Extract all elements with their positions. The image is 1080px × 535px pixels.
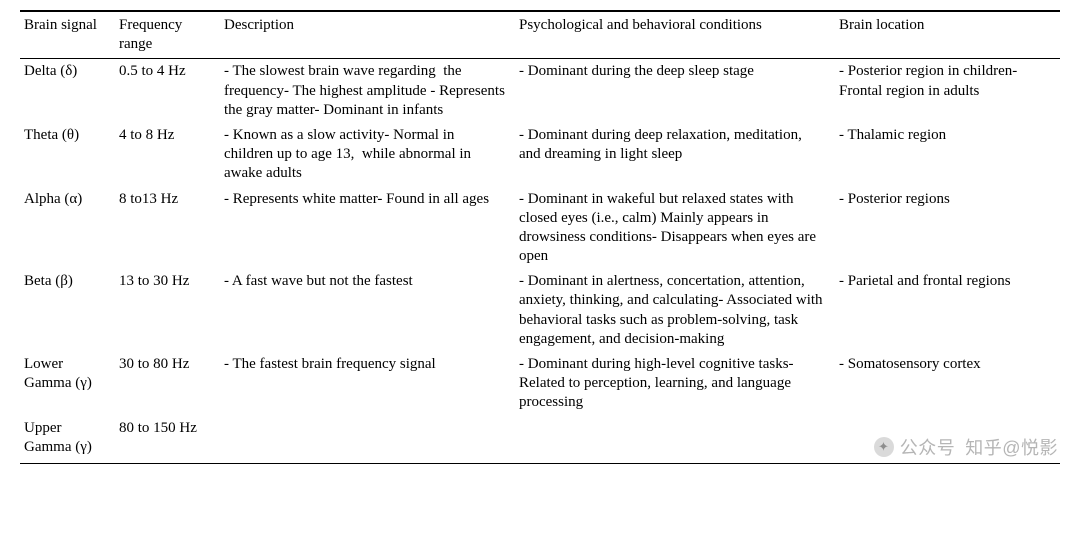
cell-loc: - Parietal and frontal regions bbox=[835, 269, 1060, 352]
cell-freq: 4 to 8 Hz bbox=[115, 123, 220, 187]
cell-desc: - Represents white matter- Found in all … bbox=[220, 187, 515, 270]
col-header-freq: Frequency range bbox=[115, 11, 220, 59]
table-row: Upper Gamma (γ) 80 to 150 Hz bbox=[20, 416, 1060, 464]
cell-desc: - The fastest brain frequency signal bbox=[220, 352, 515, 416]
cell-freq: 13 to 30 Hz bbox=[115, 269, 220, 352]
cell-psych bbox=[515, 416, 835, 464]
table-header-row: Brain signal Frequency range Description… bbox=[20, 11, 1060, 59]
col-header-signal: Brain signal bbox=[20, 11, 115, 59]
cell-freq: 0.5 to 4 Hz bbox=[115, 59, 220, 123]
table-row: Theta (θ) 4 to 8 Hz - Known as a slow ac… bbox=[20, 123, 1060, 187]
cell-freq: 30 to 80 Hz bbox=[115, 352, 220, 416]
cell-desc bbox=[220, 416, 515, 464]
col-header-loc: Brain location bbox=[835, 11, 1060, 59]
cell-loc bbox=[835, 416, 1060, 464]
cell-psych: - Dominant during high-level cognitive t… bbox=[515, 352, 835, 416]
table-container: Brain signal Frequency range Description… bbox=[0, 0, 1080, 474]
brain-signals-table: Brain signal Frequency range Description… bbox=[20, 10, 1060, 464]
cell-psych: - Dominant during deep relaxation, medit… bbox=[515, 123, 835, 187]
table-row: Lower Gamma (γ) 30 to 80 Hz - The fastes… bbox=[20, 352, 1060, 416]
table-body: Delta (δ) 0.5 to 4 Hz - The slowest brai… bbox=[20, 59, 1060, 464]
col-header-psych: Psychological and behavioral conditions bbox=[515, 11, 835, 59]
cell-loc: - Thalamic region bbox=[835, 123, 1060, 187]
cell-freq: 80 to 150 Hz bbox=[115, 416, 220, 464]
table-row: Beta (β) 13 to 30 Hz - A fast wave but n… bbox=[20, 269, 1060, 352]
cell-signal: Beta (β) bbox=[20, 269, 115, 352]
cell-signal: Alpha (α) bbox=[20, 187, 115, 270]
cell-signal: Delta (δ) bbox=[20, 59, 115, 123]
cell-desc: - The slowest brain wave regarding the f… bbox=[220, 59, 515, 123]
cell-desc: - A fast wave but not the fastest bbox=[220, 269, 515, 352]
cell-signal: Upper Gamma (γ) bbox=[20, 416, 115, 464]
cell-freq: 8 to13 Hz bbox=[115, 187, 220, 270]
col-header-desc: Description bbox=[220, 11, 515, 59]
cell-loc: - Posterior regions bbox=[835, 187, 1060, 270]
cell-psych: - Dominant during the deep sleep stage bbox=[515, 59, 835, 123]
cell-desc: - Known as a slow activity- Normal in ch… bbox=[220, 123, 515, 187]
cell-loc: - Posterior region in children- Frontal … bbox=[835, 59, 1060, 123]
table-row: Delta (δ) 0.5 to 4 Hz - The slowest brai… bbox=[20, 59, 1060, 123]
table-row: Alpha (α) 8 to13 Hz - Represents white m… bbox=[20, 187, 1060, 270]
cell-psych: - Dominant in wakeful but relaxed states… bbox=[515, 187, 835, 270]
cell-signal: Theta (θ) bbox=[20, 123, 115, 187]
cell-signal: Lower Gamma (γ) bbox=[20, 352, 115, 416]
cell-loc: - Somatosensory cortex bbox=[835, 352, 1060, 416]
cell-psych: - Dominant in alertness, concertation, a… bbox=[515, 269, 835, 352]
